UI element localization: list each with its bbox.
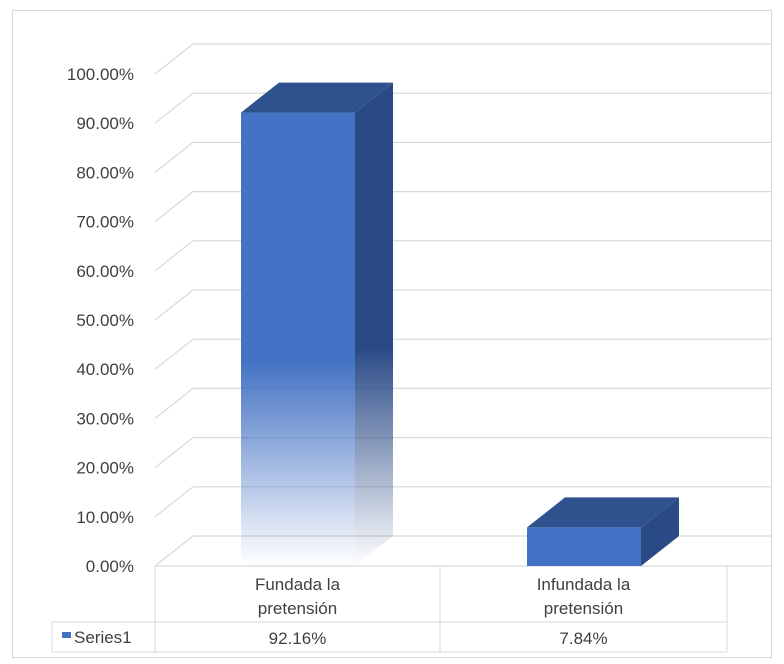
bar-top (527, 497, 679, 528)
category-label: Infundada la (537, 575, 631, 594)
bar-front (241, 112, 355, 566)
y-tick-label: 100.00% (67, 65, 134, 84)
gridline-side (154, 141, 194, 173)
gridline-side (154, 191, 194, 223)
bar-side (355, 82, 393, 566)
y-tick-label: 60.00% (76, 262, 134, 281)
bar-side (641, 497, 679, 566)
category-label: pretensión (544, 599, 623, 618)
bar (241, 82, 393, 566)
y-tick-label: 70.00% (76, 213, 134, 232)
y-tick-label: 10.00% (76, 508, 134, 527)
y-axis-ticks: 100.00% 90.00% 80.00% 70.00% 60.00% 50.00% 40.… (67, 65, 134, 576)
gridline-side (154, 338, 194, 370)
y-tick-label: 40.00% (76, 360, 134, 379)
gridline-side (154, 535, 194, 567)
data-table-value: 92.16% (269, 629, 327, 648)
y-tick-label: 30.00% (76, 409, 134, 428)
bar (527, 497, 679, 566)
bar-top (241, 82, 393, 113)
category-label: pretensión (258, 599, 337, 618)
gridline-side (154, 387, 194, 419)
gridline-side (154, 43, 194, 75)
legend-key (62, 632, 71, 638)
data-table-value: 7.84% (559, 629, 607, 648)
gridline-side (154, 92, 194, 124)
bar-front (527, 527, 641, 566)
y-tick-label: 90.00% (76, 114, 134, 133)
y-tick-label: 80.00% (76, 163, 134, 182)
y-tick-label: 20.00% (76, 459, 134, 478)
y-tick-label: 0.00% (86, 557, 134, 576)
gridline-side (154, 486, 194, 518)
gridline-side (154, 437, 194, 469)
gridline-side (154, 289, 194, 321)
data-table: Fundada la pretensión Infundada la pretensi… (51, 566, 728, 653)
legend-series-name: Series1 (74, 628, 132, 647)
y-tick-label: 50.00% (76, 311, 134, 330)
bars (241, 82, 679, 566)
gridline-side (154, 240, 194, 272)
category-label: Fundada la (255, 575, 341, 594)
